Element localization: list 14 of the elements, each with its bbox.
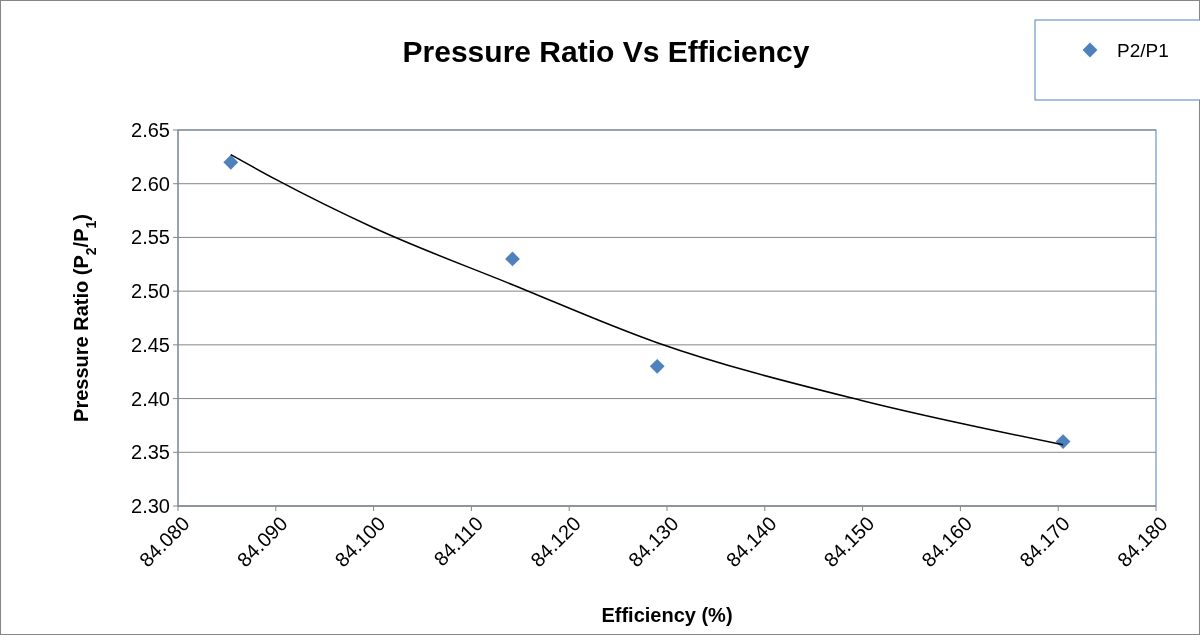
y-tick-label: 2.65 [131, 119, 170, 141]
y-tick-label: 2.60 [131, 172, 170, 195]
point [505, 251, 520, 267]
y-tick-label: 2.55 [131, 226, 170, 249]
y-tick-label: 2.30 [131, 495, 170, 517]
chart-title: Pressure Ratio Vs Efficiency [402, 35, 810, 68]
y-tick-label: 2.35 [131, 441, 170, 464]
y-tick-label: 2.40 [131, 387, 170, 410]
y-tick-label: 2.50 [131, 280, 170, 303]
legend-label: P2/P1 [1117, 39, 1169, 61]
point [223, 154, 239, 170]
y-tick-label: 2.45 [131, 333, 170, 356]
point [649, 358, 665, 374]
x-axis-title: Efficiency (%) [601, 604, 733, 626]
